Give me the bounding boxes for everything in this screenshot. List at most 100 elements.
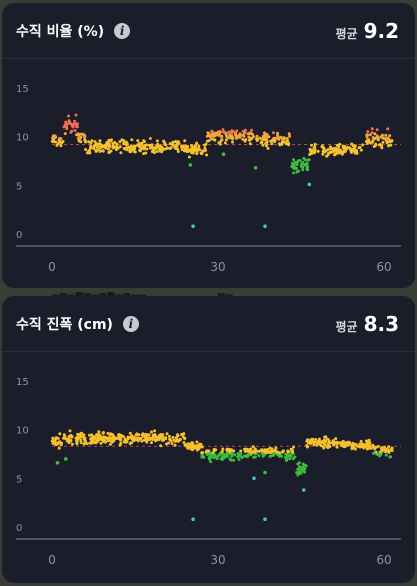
data-point (142, 147, 146, 151)
data-point (108, 436, 112, 440)
data-point (229, 448, 233, 452)
data-point (276, 136, 280, 139)
data-point (287, 141, 291, 145)
data-point (363, 443, 367, 447)
data-point (335, 440, 339, 444)
data-point (95, 439, 99, 443)
data-point (164, 436, 168, 440)
data-point (220, 455, 224, 459)
data-point (286, 450, 290, 454)
info-icon[interactable]: i (122, 316, 139, 332)
data-point (288, 457, 292, 461)
data-point (184, 144, 188, 148)
data-point (263, 131, 266, 135)
data-point (160, 150, 164, 154)
data-point (126, 437, 130, 441)
data-point (83, 437, 87, 441)
data-point (320, 440, 324, 444)
data-point (272, 138, 276, 142)
data-point (270, 142, 274, 146)
data-point (172, 438, 176, 442)
data-point (326, 446, 330, 450)
data-point (167, 434, 171, 438)
card-title-text: 수직 진폭 (cm) (16, 317, 113, 333)
data-point (118, 145, 122, 149)
data-point (170, 442, 174, 445)
data-point (89, 141, 93, 145)
data-point (317, 437, 321, 441)
data-point (119, 433, 123, 437)
data-point (204, 450, 208, 454)
data-point (225, 452, 229, 456)
data-point (144, 432, 148, 436)
data-point (58, 432, 62, 436)
data-point (304, 464, 308, 468)
data-point (221, 452, 225, 456)
data-point (73, 122, 77, 126)
data-point (150, 143, 154, 147)
data-point (308, 147, 312, 151)
data-point (75, 125, 79, 129)
data-point (288, 134, 292, 138)
data-point (176, 147, 180, 151)
data-point (272, 452, 276, 455)
data-point (130, 138, 134, 142)
data-point (101, 431, 105, 435)
data-point (299, 164, 303, 168)
data-point (262, 138, 266, 142)
data-point (252, 451, 256, 455)
data-point (109, 139, 113, 143)
data-point (54, 140, 58, 144)
data-point (339, 443, 343, 447)
data-point (337, 144, 341, 148)
data-point (374, 450, 378, 454)
data-point (368, 141, 372, 145)
data-point (174, 436, 178, 440)
data-point (358, 442, 362, 446)
outlier-point (191, 224, 195, 228)
data-point (250, 128, 254, 132)
data-point (222, 130, 226, 134)
data-point (190, 441, 194, 445)
data-point (379, 452, 383, 456)
data-point (209, 460, 213, 464)
info-icon[interactable]: i (114, 23, 131, 39)
data-point (160, 147, 163, 151)
data-point (181, 144, 185, 148)
data-point (372, 451, 375, 455)
data-point (292, 445, 296, 449)
x-tick-label: 0 (48, 260, 56, 274)
data-point (320, 444, 323, 448)
data-point (88, 433, 91, 437)
data-point (92, 147, 96, 150)
data-point (269, 139, 273, 143)
data-point (101, 149, 105, 153)
y-tick-label: 0 (16, 523, 22, 534)
data-point (131, 147, 135, 151)
data-point (192, 147, 196, 151)
data-point (322, 146, 326, 150)
outlier-point (55, 461, 60, 465)
data-point (322, 445, 326, 449)
data-point (142, 438, 146, 442)
data-point (380, 146, 384, 150)
data-point (79, 135, 83, 139)
data-point (145, 438, 149, 442)
data-point (371, 139, 375, 143)
data-point (123, 437, 127, 441)
data-point (90, 441, 94, 445)
outlier-point (263, 224, 267, 228)
data-point (94, 142, 98, 146)
card-title: 수직 진폭 (cm) i (16, 314, 139, 334)
data-point (200, 152, 204, 156)
data-point (136, 139, 140, 143)
data-point (251, 445, 255, 449)
data-point (240, 456, 244, 459)
data-point (56, 436, 60, 440)
data-point (296, 159, 300, 163)
data-point (204, 142, 208, 146)
vertical-oscillation-scatter-chart: 0 5 10 15 0 30 60 (16, 377, 401, 567)
data-point (274, 136, 278, 140)
data-point (258, 136, 262, 140)
data-point (195, 448, 199, 452)
